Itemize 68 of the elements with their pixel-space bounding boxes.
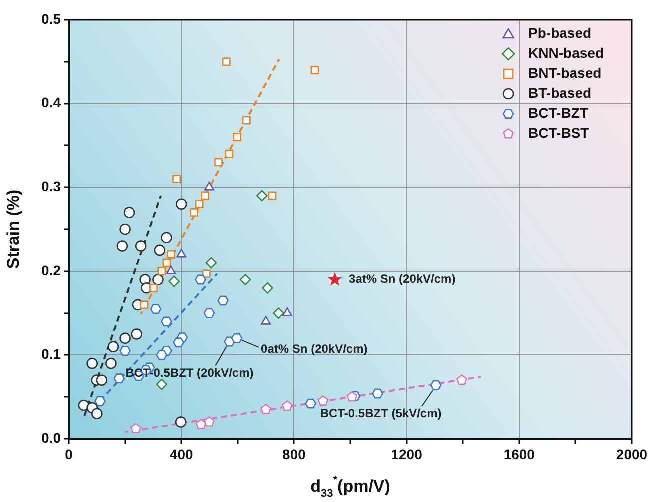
y-tick-label: 0.3 (42, 178, 62, 194)
point (108, 341, 120, 352)
point (310, 66, 320, 74)
point (131, 328, 142, 340)
point (168, 276, 180, 288)
annotation: 0at% Sn (20kV/cm) (261, 342, 368, 356)
y-tick-label: 0.2 (42, 262, 62, 278)
point (166, 266, 176, 275)
point (202, 270, 211, 278)
point (158, 267, 166, 276)
point (201, 192, 210, 200)
y-tick-label: 0.0 (42, 430, 62, 446)
point (233, 133, 242, 142)
point (172, 175, 181, 184)
annotation: 3at% Sn (20kV/cm) (349, 272, 456, 286)
point (154, 244, 166, 256)
point (152, 274, 164, 286)
legend-label: BCT-BST (528, 124, 590, 141)
annotation: BCT-0.5BZT (5kV/cm) (320, 406, 442, 421)
legend-label: BNT-based (528, 64, 602, 81)
x-tick-label: 0 (65, 446, 74, 462)
point (175, 416, 187, 428)
point (222, 58, 231, 66)
point (256, 190, 268, 202)
point (190, 208, 198, 217)
point (240, 274, 252, 286)
point (120, 332, 131, 344)
point (268, 192, 277, 200)
point (214, 158, 223, 167)
legend-label: Pb-based (528, 24, 592, 41)
y-tick-label: 0.5 (42, 10, 62, 27)
point (86, 358, 98, 370)
x-tick-label: 800 (282, 446, 306, 462)
y-tick-label: 0.4 (42, 94, 62, 111)
point (135, 240, 147, 252)
y-tick-label: 0.1 (42, 346, 62, 362)
point (282, 308, 292, 316)
legend-label: KNN-based (528, 44, 604, 61)
point (106, 358, 117, 370)
point (204, 182, 214, 191)
point (162, 258, 172, 268)
x-tick-label: 1200 (391, 446, 423, 462)
y-axis-title: Strain (%) (4, 190, 23, 270)
x-tick-label: 400 (170, 446, 194, 462)
point (206, 257, 218, 269)
point (156, 378, 168, 390)
annotation: BCT-0.5BZT (20kV/cm) (126, 366, 254, 380)
point (124, 207, 136, 218)
point (92, 408, 103, 420)
point (195, 200, 204, 209)
point (120, 224, 131, 236)
x-tick-label: 1600 (504, 446, 536, 462)
point (225, 150, 234, 158)
point (140, 300, 149, 310)
point (167, 250, 176, 259)
x-tick-label: 2000 (616, 446, 648, 462)
point (261, 316, 272, 325)
legend-label: BT-based (528, 84, 592, 101)
point (96, 374, 108, 386)
legend-label: BCT-BZT (528, 104, 589, 121)
point (273, 308, 284, 319)
point (242, 116, 251, 125)
point (176, 248, 187, 258)
point (176, 198, 188, 210)
point (262, 282, 274, 294)
point (150, 284, 158, 292)
point (116, 240, 128, 252)
point (161, 232, 172, 244)
